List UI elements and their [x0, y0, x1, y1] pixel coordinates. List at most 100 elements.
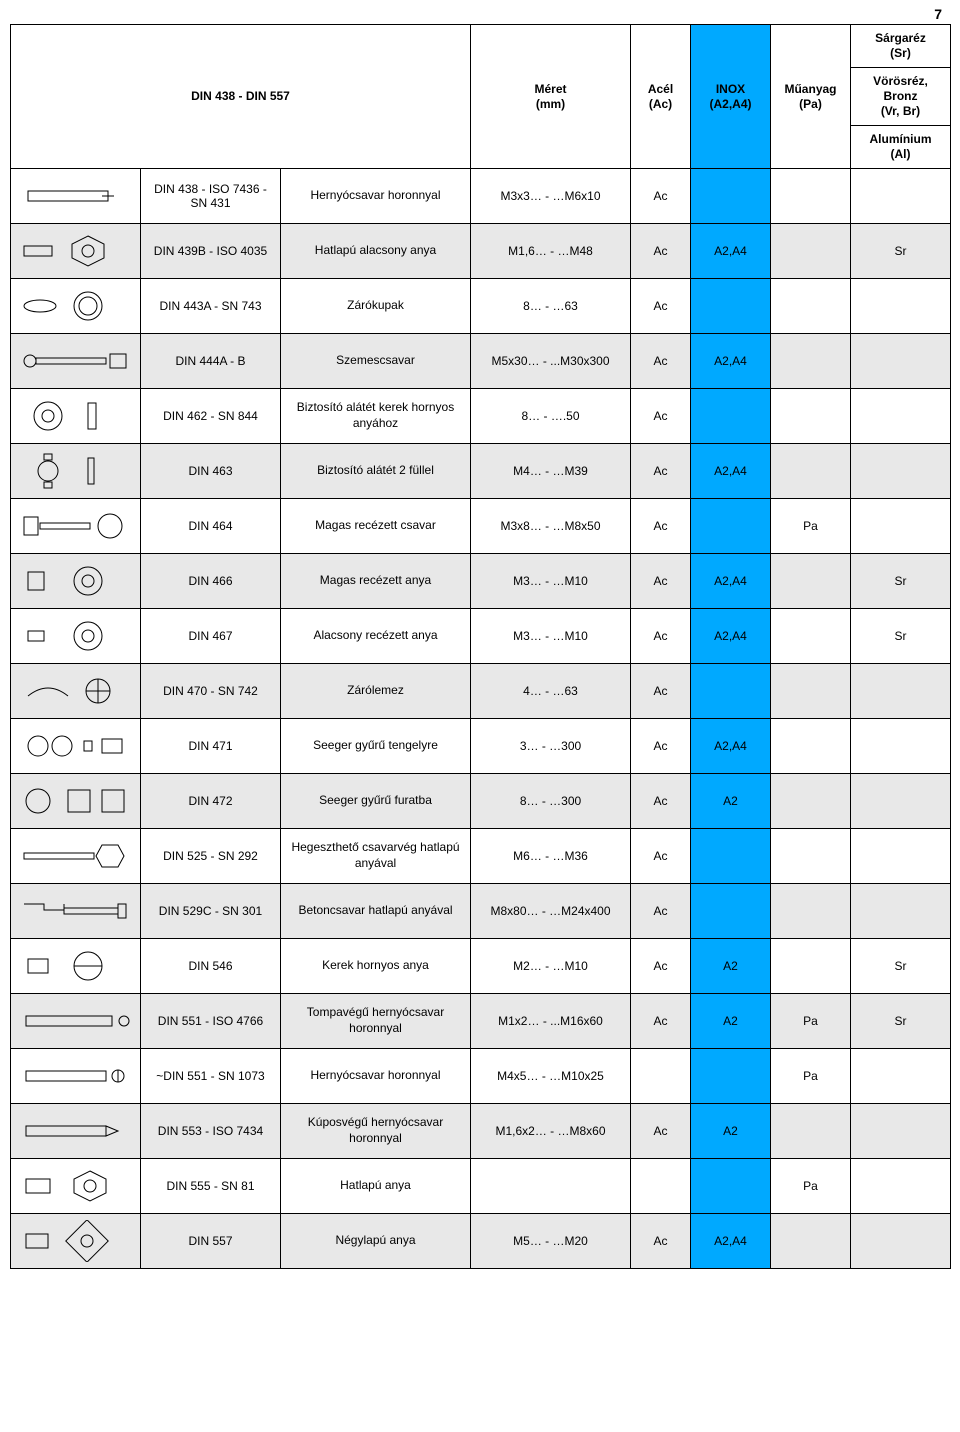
- acel-cell: Ac: [631, 719, 691, 774]
- part-icon: [18, 890, 134, 932]
- acel-cell: Ac: [631, 774, 691, 829]
- part-icon: [18, 725, 134, 767]
- last-cell: [851, 1214, 951, 1269]
- size-cell: 3… - …300: [471, 719, 631, 774]
- standard-cell: DIN 443A - SN 743: [141, 279, 281, 334]
- inox-cell: [691, 829, 771, 884]
- icon-cell: [11, 664, 141, 719]
- acel-cell: Ac: [631, 939, 691, 994]
- last-cell: [851, 1104, 951, 1159]
- description-cell: Zárókupak: [281, 279, 471, 334]
- inox-cell: [691, 1159, 771, 1214]
- table-row: DIN 466 Magas recézett anya M3… - …M10 A…: [11, 554, 951, 609]
- part-icon: [18, 560, 134, 602]
- standard-cell: DIN 553 - ISO 7434: [141, 1104, 281, 1159]
- part-icon: [18, 1110, 134, 1152]
- part-icon: [18, 670, 134, 712]
- sargarez-sub: (Sr): [890, 46, 911, 60]
- standard-cell: DIN 555 - SN 81: [141, 1159, 281, 1214]
- last-cell: [851, 664, 951, 719]
- last-cell: Sr: [851, 224, 951, 279]
- standard-cell: DIN 463: [141, 444, 281, 499]
- table-body: DIN 438 - ISO 7436 - SN 431 Hernyócsavar…: [11, 169, 951, 1269]
- description-cell: Magas recézett anya: [281, 554, 471, 609]
- page-number: 7: [0, 0, 960, 24]
- muanyag-cell: [771, 334, 851, 389]
- standard-cell: DIN 471: [141, 719, 281, 774]
- standard-cell: DIN 438 - ISO 7436 - SN 431: [141, 169, 281, 224]
- table-row: DIN 525 - SN 292 Hegeszthető csavarvég h…: [11, 829, 951, 884]
- size-cell: M4… - …M39: [471, 444, 631, 499]
- acel-cell: Ac: [631, 829, 691, 884]
- inox-label: INOX: [716, 82, 745, 96]
- inox-cell: A2: [691, 939, 771, 994]
- icon-cell: [11, 994, 141, 1049]
- part-icon: [18, 1055, 134, 1097]
- acel-cell: Ac: [631, 224, 691, 279]
- description-cell: Hatlapú anya: [281, 1159, 471, 1214]
- description-cell: Hernyócsavar horonnyal: [281, 169, 471, 224]
- acel-label: Acél: [648, 82, 673, 96]
- last-cell: [851, 1049, 951, 1104]
- standard-cell: DIN 464: [141, 499, 281, 554]
- table-row: DIN 557 Négylapú anya M5… - …M20 Ac A2,A…: [11, 1214, 951, 1269]
- part-icon: [18, 285, 134, 327]
- table-row: DIN 529C - SN 301 Betoncsavar hatlapú an…: [11, 884, 951, 939]
- table-row: DIN 463 Biztosító alátét 2 füllel M4… - …: [11, 444, 951, 499]
- description-cell: Szemescsavar: [281, 334, 471, 389]
- muanyag-cell: [771, 224, 851, 279]
- standard-cell: DIN 462 - SN 844: [141, 389, 281, 444]
- part-icon: [18, 175, 134, 217]
- icon-cell: [11, 224, 141, 279]
- muanyag-cell: [771, 884, 851, 939]
- size-cell: 8… - ….50: [471, 389, 631, 444]
- size-cell: M5x30… - ...M30x300: [471, 334, 631, 389]
- inox-cell: [691, 169, 771, 224]
- size-cell: M2… - …M10: [471, 939, 631, 994]
- description-cell: Alacsony recézett anya: [281, 609, 471, 664]
- table-row: DIN 472 Seeger gyűrű furatba 8… - …300 A…: [11, 774, 951, 829]
- size-cell: M1,6… - …M48: [471, 224, 631, 279]
- acel-cell: Ac: [631, 169, 691, 224]
- table-title: DIN 438 - DIN 557: [11, 25, 471, 169]
- col-size: Méret (mm): [471, 25, 631, 169]
- description-cell: Hatlapú alacsony anya: [281, 224, 471, 279]
- table-row: DIN 553 - ISO 7434 Kúposvégű hernyócsava…: [11, 1104, 951, 1159]
- inox-cell: A2,A4: [691, 334, 771, 389]
- muanyag-cell: [771, 279, 851, 334]
- icon-cell: [11, 774, 141, 829]
- description-cell: Biztosító alátét kerek hornyos anyához: [281, 389, 471, 444]
- icon-cell: [11, 169, 141, 224]
- table-row: DIN 462 - SN 844 Biztosító alátét kerek …: [11, 389, 951, 444]
- part-icon: [18, 945, 134, 987]
- description-cell: Kúposvégű hernyócsavar horonnyal: [281, 1104, 471, 1159]
- last-cell: [851, 334, 951, 389]
- table-row: DIN 444A - B Szemescsavar M5x30… - ...M3…: [11, 334, 951, 389]
- last-cell: [851, 774, 951, 829]
- acel-cell: Ac: [631, 664, 691, 719]
- acel-cell: [631, 1049, 691, 1104]
- part-icon: [18, 1220, 134, 1262]
- acel-cell: Ac: [631, 334, 691, 389]
- description-cell: Hernyócsavar horonnyal: [281, 1049, 471, 1104]
- inox-cell: A2,A4: [691, 554, 771, 609]
- last-cell: [851, 719, 951, 774]
- acel-cell: Ac: [631, 884, 691, 939]
- acel-cell: Ac: [631, 389, 691, 444]
- inox-cell: A2,A4: [691, 609, 771, 664]
- table-row: DIN 439B - ISO 4035 Hatlapú alacsony any…: [11, 224, 951, 279]
- last-cell: Sr: [851, 609, 951, 664]
- vorosrez-sub: (Vr, Br): [881, 104, 920, 118]
- standard-cell: ~DIN 551 - SN 1073: [141, 1049, 281, 1104]
- acel-cell: [631, 1159, 691, 1214]
- part-icon: [18, 395, 134, 437]
- standard-cell: DIN 466: [141, 554, 281, 609]
- inox-cell: A2,A4: [691, 1214, 771, 1269]
- sargarez-label: Sárgaréz: [875, 31, 926, 45]
- part-icon: [18, 835, 134, 877]
- inox-cell: [691, 389, 771, 444]
- alum-label: Alumínium: [870, 132, 932, 146]
- description-cell: Zárólemez: [281, 664, 471, 719]
- acel-cell: Ac: [631, 499, 691, 554]
- muanyag-cell: [771, 169, 851, 224]
